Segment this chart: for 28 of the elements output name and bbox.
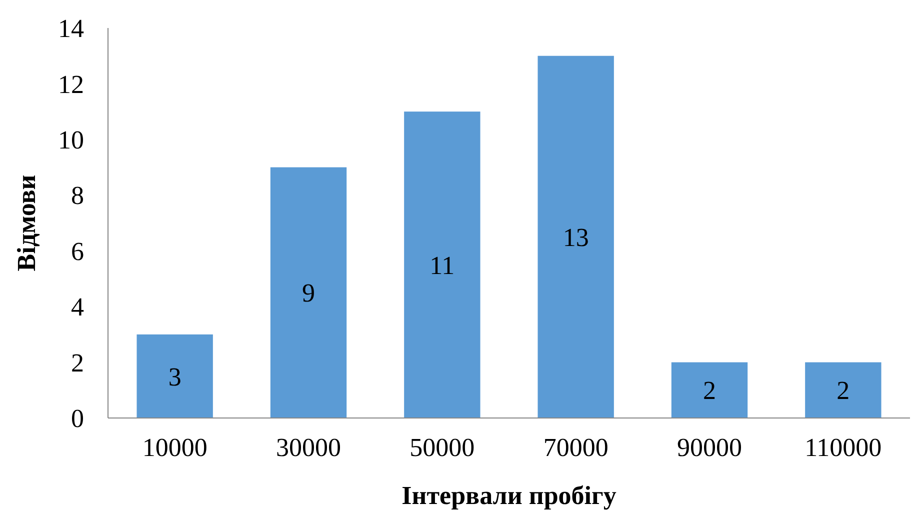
y-tick-label: 4 [71, 292, 84, 322]
y-tick-label: 10 [58, 126, 84, 155]
data-label: 2 [703, 376, 716, 406]
data-label: 13 [562, 223, 589, 252]
bar [805, 362, 882, 418]
y-tick-label: 8 [71, 181, 84, 210]
x-tick-label: 110000 [804, 433, 882, 462]
x-axis-title: Інтервали пробігу [402, 481, 616, 510]
x-tick-label: 50000 [410, 433, 475, 462]
x-tick-label: 70000 [543, 433, 608, 462]
x-tick-label: 90000 [677, 433, 742, 462]
data-label: 3 [168, 362, 182, 392]
data-label: 2 [836, 376, 850, 406]
bar [270, 167, 347, 418]
y-tick-label: 0 [71, 404, 84, 434]
bar [538, 56, 614, 418]
y-tick-label: 2 [71, 348, 84, 378]
y-tick-label: 14 [58, 14, 84, 44]
bar [671, 362, 748, 418]
y-axis-title: Відмови [12, 174, 41, 272]
x-tick-label: 30000 [276, 433, 341, 462]
data-label: 11 [430, 250, 455, 280]
y-tick-label: 6 [71, 236, 84, 266]
data-label: 9 [302, 278, 315, 308]
x-tick-label: 10000 [142, 433, 208, 462]
bar [136, 334, 213, 418]
y-tick-label: 12 [58, 70, 84, 99]
bar [404, 112, 480, 418]
